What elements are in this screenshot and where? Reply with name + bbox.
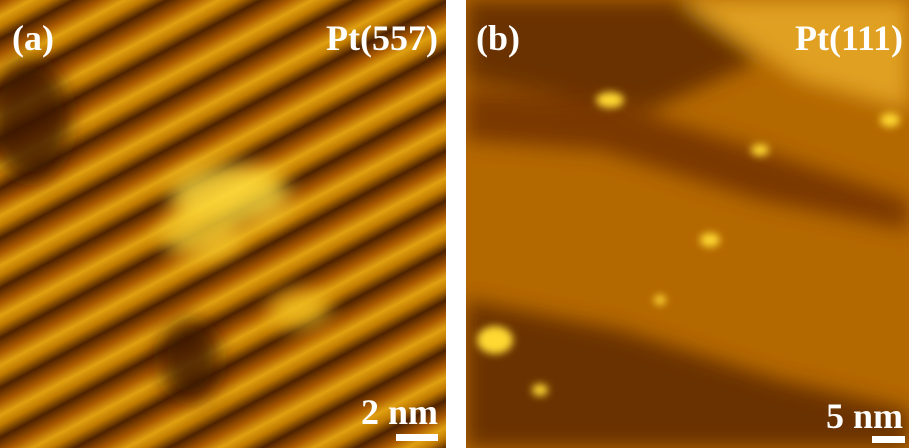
panel-label: (a)	[12, 18, 54, 58]
surface-label: Pt(557)	[326, 18, 438, 58]
scale-label: 2 nm	[361, 392, 438, 432]
panel-a-image	[0, 0, 446, 448]
surface-label: Pt(111)	[795, 18, 903, 58]
panel-b-image	[466, 0, 909, 448]
page: (a) Pt(557) 2 nm (b) Pt(111) 5 nm (() =>…	[0, 0, 909, 448]
figure: (a) Pt(557) 2 nm (b) Pt(111) 5 nm	[0, 0, 909, 448]
scale-bar	[872, 436, 905, 443]
scale-label: 5 nm	[826, 396, 903, 436]
scale-bar	[396, 434, 438, 441]
panel-label: (b)	[476, 18, 520, 58]
